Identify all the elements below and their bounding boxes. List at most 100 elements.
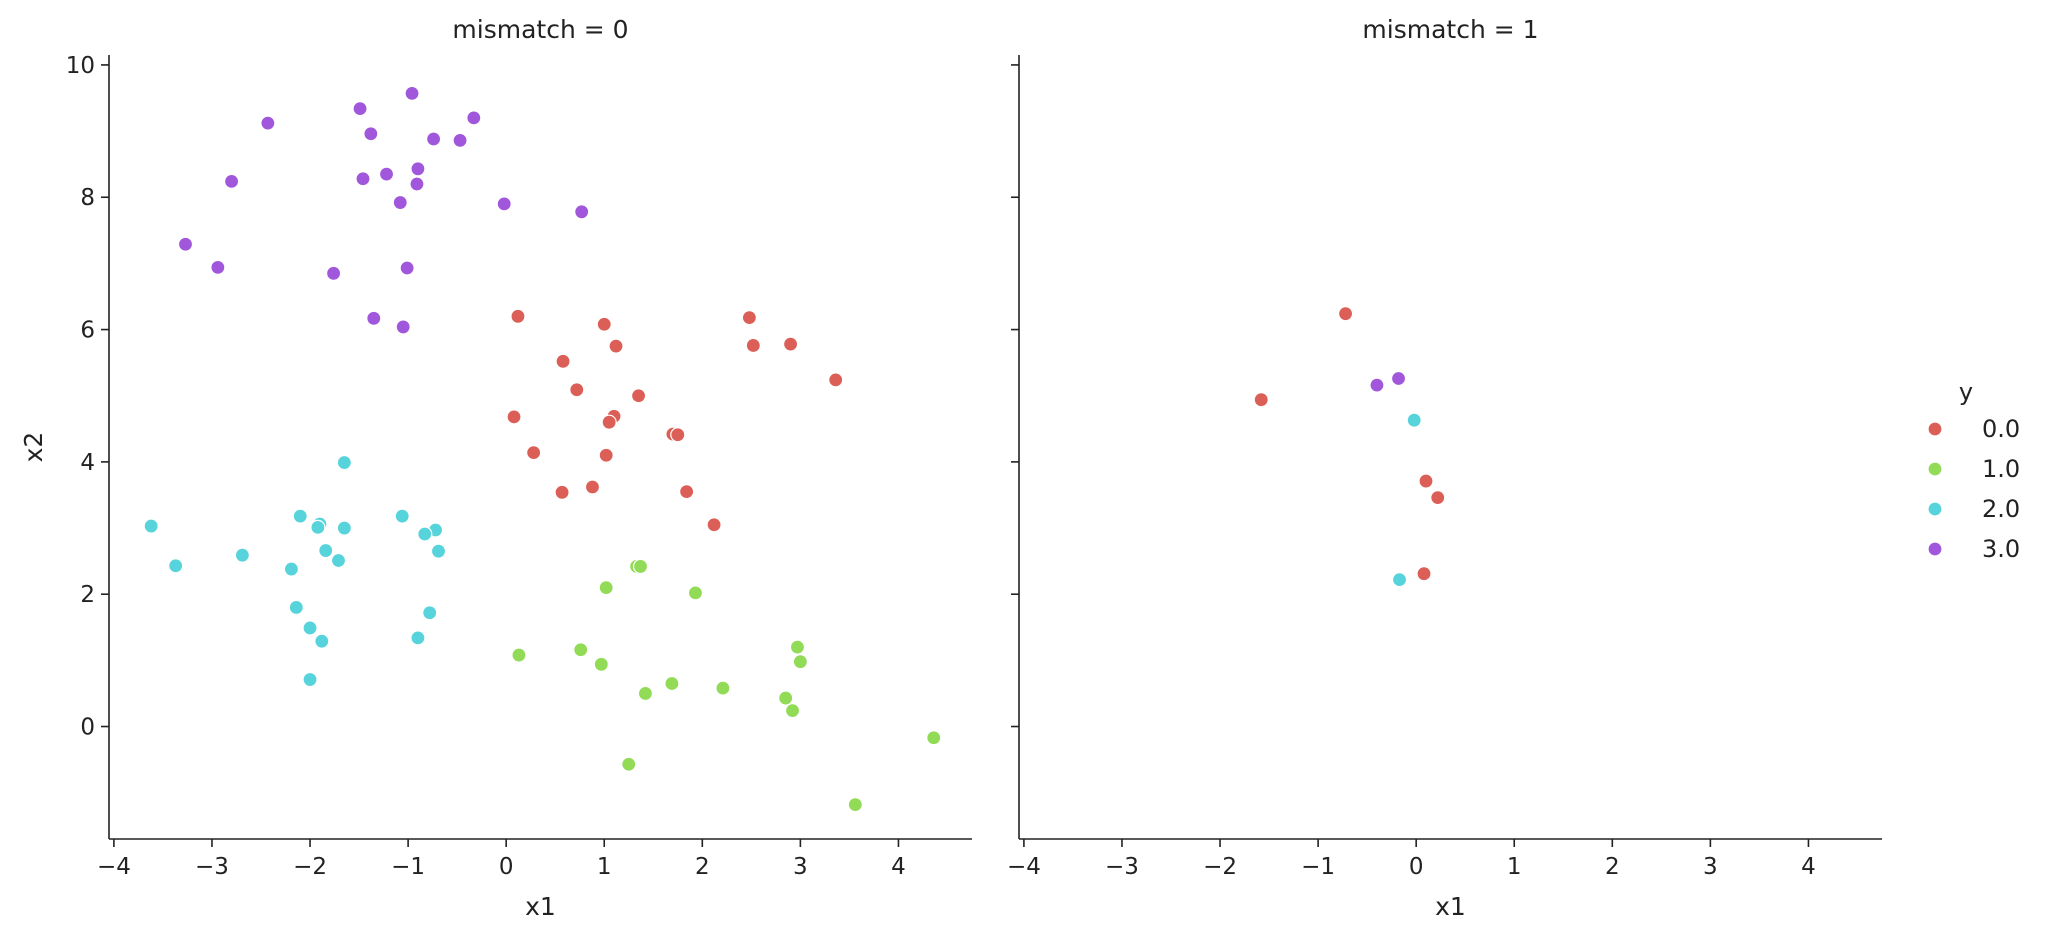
x-tick-label: −3 <box>195 854 229 880</box>
data-point <box>789 639 806 655</box>
legend-label: 2.0 <box>1982 495 2020 523</box>
data-point <box>574 204 590 220</box>
data-point <box>466 110 482 126</box>
x-axis-label: x1 <box>1435 892 1466 921</box>
y-tick-label: 8 <box>80 185 95 211</box>
data-point <box>292 508 308 524</box>
series-1.0 <box>511 558 942 813</box>
legend-entry: 1.0 <box>1927 455 2020 483</box>
legend-marker <box>1927 461 1943 477</box>
data-point <box>496 196 512 212</box>
data-point <box>452 132 468 148</box>
data-point <box>283 561 300 577</box>
x-tick-label: 3 <box>1703 854 1718 880</box>
data-point <box>330 552 347 569</box>
x-axis-label: x1 <box>525 892 556 921</box>
data-point <box>715 680 731 696</box>
data-point <box>395 319 411 335</box>
data-point <box>168 558 184 574</box>
x-tick-label: −1 <box>1301 854 1335 880</box>
data-point <box>664 675 680 692</box>
x-tick-label: 1 <box>597 854 612 880</box>
data-point <box>782 336 799 352</box>
data-point <box>745 337 761 354</box>
panel-1: mismatch = 1 −4 −3 −2 −1 0 1 2 3 4 x1 <box>1007 15 1882 921</box>
legend-entry: 2.0 <box>1927 495 2020 523</box>
data-point <box>506 409 522 425</box>
series-2.0 <box>1391 412 1422 588</box>
x-tick-label: 0 <box>499 854 514 880</box>
y-tick-label: 6 <box>80 318 95 344</box>
data-point <box>593 656 609 672</box>
data-point <box>399 260 415 276</box>
data-point <box>404 85 420 101</box>
data-point <box>1391 572 1408 588</box>
legend-entry: 3.0 <box>1927 535 2020 563</box>
data-point <box>417 526 433 542</box>
y-tick-label: 0 <box>80 715 95 741</box>
data-point <box>510 308 526 324</box>
x-tick-label: −1 <box>391 854 425 880</box>
data-point <box>630 388 647 404</box>
data-point <box>392 194 408 211</box>
data-point <box>260 115 276 131</box>
data-point <box>1416 566 1432 582</box>
panel-title: mismatch = 0 <box>452 15 628 44</box>
data-point <box>598 579 614 596</box>
data-point <box>302 671 318 688</box>
data-point <box>394 508 410 524</box>
y-axis-label: x2 <box>19 432 48 463</box>
data-point <box>410 161 426 177</box>
data-point <box>679 484 695 500</box>
data-point <box>554 484 570 500</box>
data-point <box>318 542 334 559</box>
data-point <box>784 703 801 719</box>
data-point <box>828 372 844 388</box>
series-2.0 <box>143 454 447 688</box>
y-tick-label: 2 <box>80 582 95 608</box>
panel-title: mismatch = 1 <box>1362 15 1538 44</box>
data-point <box>687 585 704 601</box>
data-point <box>223 173 240 189</box>
data-point <box>555 353 571 369</box>
data-point <box>409 176 425 192</box>
legend-label: 3.0 <box>1982 535 2020 563</box>
data-point <box>422 605 438 621</box>
data-point <box>670 427 686 443</box>
data-point <box>336 454 352 471</box>
x-tick-label: 0 <box>1409 854 1424 880</box>
data-point <box>366 310 382 326</box>
data-point <box>584 479 601 495</box>
data-point <box>378 166 395 182</box>
data-point <box>792 654 808 670</box>
data-point <box>1406 412 1422 428</box>
data-point <box>526 445 542 461</box>
data-point <box>741 310 757 326</box>
data-point <box>288 599 304 616</box>
x-tick-label: −4 <box>1007 854 1041 880</box>
data-point <box>310 519 326 535</box>
legend-marker <box>1927 421 1943 437</box>
legend-marker <box>1927 501 1943 517</box>
data-point <box>596 316 612 332</box>
legend-entry: 0.0 <box>1927 415 2020 443</box>
panels-layer: mismatch = 0−4 −3 −2 −1 0 1 2 3 40246810x1x2mism… <box>19 15 1882 921</box>
x-tick-label: 3 <box>793 854 808 880</box>
data-point <box>1430 490 1446 506</box>
series-0.0 <box>1253 306 1446 582</box>
series-3.0 <box>1369 370 1407 393</box>
x-tick-label: 4 <box>891 854 906 880</box>
x-tick-label: 2 <box>1605 854 1620 880</box>
x-tick-label: −4 <box>97 854 131 880</box>
data-point <box>778 690 794 706</box>
data-point <box>363 126 379 142</box>
data-point <box>926 730 942 746</box>
series-3.0 <box>177 85 590 335</box>
data-point <box>143 518 159 534</box>
data-point <box>1337 306 1354 322</box>
data-point <box>573 642 589 658</box>
data-point <box>410 630 426 646</box>
data-point <box>210 259 226 275</box>
data-point <box>426 131 442 147</box>
